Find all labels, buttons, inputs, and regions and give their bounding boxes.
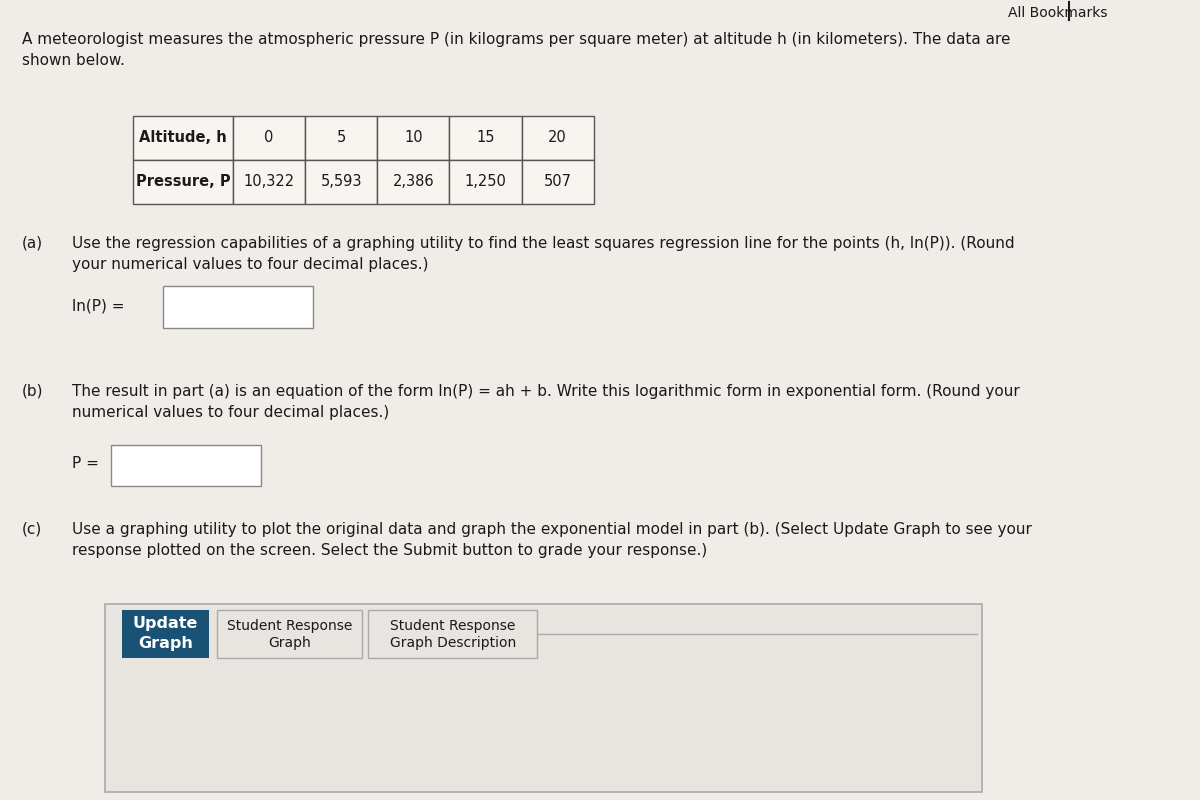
FancyBboxPatch shape: [217, 610, 361, 658]
Text: 20: 20: [548, 130, 566, 146]
FancyBboxPatch shape: [233, 116, 305, 160]
FancyBboxPatch shape: [133, 160, 233, 204]
Text: Graph: Graph: [269, 636, 311, 650]
FancyBboxPatch shape: [305, 160, 377, 204]
Text: 10: 10: [404, 130, 422, 146]
Text: Graph Description: Graph Description: [390, 636, 516, 650]
FancyBboxPatch shape: [450, 160, 522, 204]
Text: The result in part (a) is an equation of the form ln(P) = ah + b. Write this log: The result in part (a) is an equation of…: [72, 384, 1020, 420]
Text: P =: P =: [72, 457, 100, 471]
Text: (b): (b): [22, 384, 43, 399]
Text: Update
Graph: Update Graph: [133, 616, 198, 651]
Text: 5: 5: [337, 130, 346, 146]
Text: ln(P) =: ln(P) =: [72, 298, 125, 313]
Text: Student Response: Student Response: [227, 618, 353, 633]
Text: All Bookmarks: All Bookmarks: [1008, 6, 1108, 19]
Text: 1,250: 1,250: [464, 174, 506, 190]
Text: Altitude, h: Altitude, h: [139, 130, 227, 146]
FancyBboxPatch shape: [450, 116, 522, 160]
FancyBboxPatch shape: [163, 286, 313, 328]
Text: Pressure, P: Pressure, P: [136, 174, 230, 190]
FancyBboxPatch shape: [106, 604, 982, 792]
FancyBboxPatch shape: [233, 160, 305, 204]
FancyBboxPatch shape: [305, 116, 377, 160]
FancyBboxPatch shape: [377, 116, 450, 160]
Text: (c): (c): [22, 522, 42, 537]
Text: 507: 507: [544, 174, 571, 190]
FancyBboxPatch shape: [122, 610, 209, 658]
FancyBboxPatch shape: [522, 116, 594, 160]
Text: (a): (a): [22, 236, 43, 251]
FancyBboxPatch shape: [133, 116, 233, 160]
Text: Use a graphing utility to plot the original data and graph the exponential model: Use a graphing utility to plot the origi…: [72, 522, 1032, 558]
Text: 15: 15: [476, 130, 494, 146]
FancyBboxPatch shape: [110, 445, 260, 486]
Text: A meteorologist measures the atmospheric pressure P (in kilograms per square met: A meteorologist measures the atmospheric…: [22, 32, 1010, 68]
FancyBboxPatch shape: [377, 160, 450, 204]
Text: Use the regression capabilities of a graphing utility to find the least squares : Use the regression capabilities of a gra…: [72, 236, 1015, 272]
Text: 5,593: 5,593: [320, 174, 362, 190]
FancyBboxPatch shape: [368, 610, 538, 658]
Text: 10,322: 10,322: [244, 174, 295, 190]
Text: 2,386: 2,386: [392, 174, 434, 190]
Text: 0: 0: [264, 130, 274, 146]
FancyBboxPatch shape: [522, 160, 594, 204]
Text: Student Response: Student Response: [390, 618, 516, 633]
